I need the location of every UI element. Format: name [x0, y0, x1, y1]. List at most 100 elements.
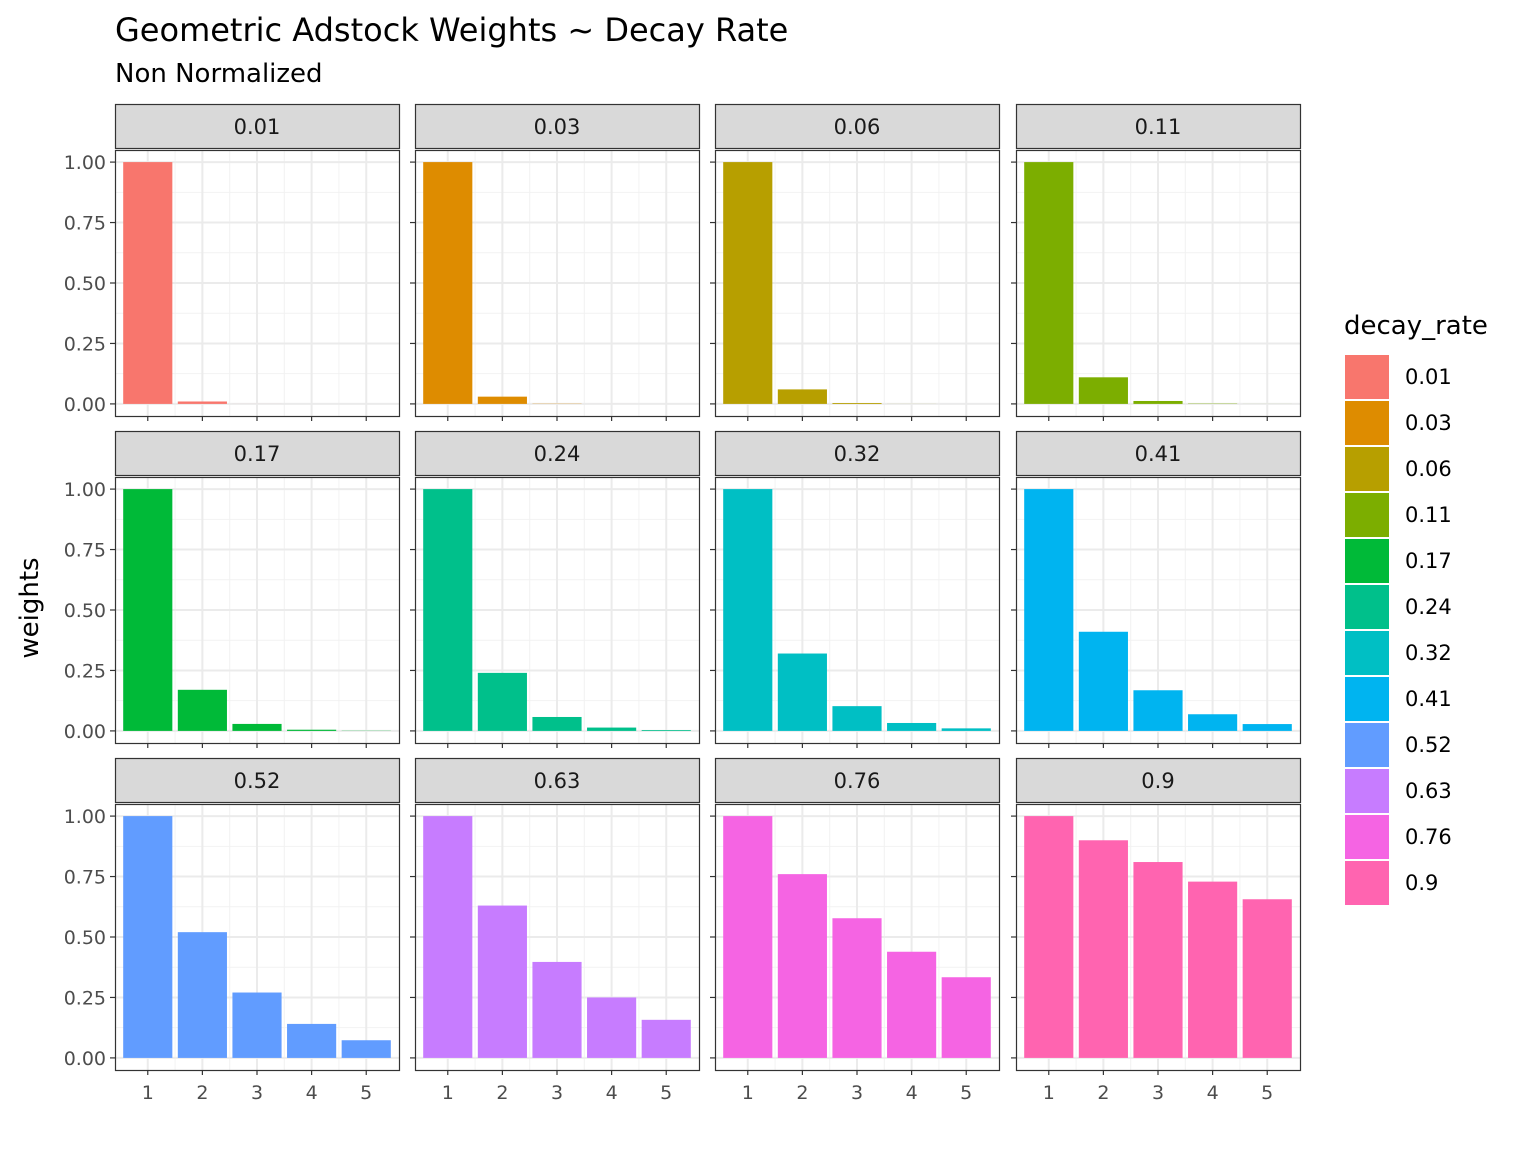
facet-strip-label: 0.17: [234, 442, 281, 466]
facet-panel: 0.76 1 2 3 4 5: [710, 757, 1001, 1104]
legend-key-label: 0.63: [1405, 779, 1452, 803]
bar: [1133, 862, 1183, 1058]
bar: [123, 162, 173, 404]
facet-strip: [114, 103, 401, 150]
bar: [1242, 724, 1292, 731]
bar: [477, 396, 527, 404]
bar: [177, 401, 227, 404]
y-tick-label: 0.25: [64, 987, 106, 1009]
x-tick-label: 5: [660, 1082, 672, 1104]
bar: [1024, 816, 1074, 1058]
y-tick-label: 0.50: [64, 927, 106, 949]
bar: [532, 961, 582, 1058]
bar: [232, 723, 282, 731]
facet-strip-label: 0.63: [534, 769, 581, 793]
legend-key-label: 0.06: [1405, 457, 1452, 481]
y-tick-label: 0.50: [64, 600, 106, 622]
facet-panel: 0.06: [710, 103, 1001, 421]
bar: [423, 489, 473, 731]
legend-key-label: 0.32: [1405, 641, 1452, 665]
x-tick-label: 5: [1261, 1082, 1273, 1104]
chart-subtitle: Non Normalized: [115, 59, 323, 89]
facet-strip: [714, 430, 1001, 477]
bar: [1242, 899, 1292, 1058]
legend-key-label: 0.41: [1405, 687, 1452, 711]
legend-key-label: 0.03: [1405, 411, 1452, 435]
bar: [723, 162, 773, 404]
facet-panel: 0.52 0.00 0.25 0.50 0.75 1.00 1 2 3 4 5: [64, 757, 401, 1104]
facet-strip-label: 0.52: [234, 769, 281, 793]
x-tick-label: 2: [496, 1082, 508, 1104]
bar: [641, 730, 691, 731]
bar: [887, 722, 937, 731]
x-tick-label: 2: [796, 1082, 808, 1104]
facet-strip-label: 0.11: [1135, 115, 1182, 139]
bar: [232, 992, 282, 1058]
facet-panel: 0.63 1 2 3 4 5: [410, 757, 701, 1104]
facet-panel: 0.41: [1011, 430, 1302, 748]
facet-strip-label: 0.76: [834, 769, 881, 793]
facet-strip-label: 0.06: [834, 115, 881, 139]
bar: [177, 932, 227, 1058]
bar: [1188, 881, 1238, 1058]
legend-key-swatch: [1345, 723, 1389, 767]
y-tick-label: 0.00: [64, 394, 106, 416]
legend-key-swatch: [1345, 677, 1389, 721]
facet-strip: [414, 430, 701, 477]
x-tick-label: 2: [196, 1082, 208, 1104]
facet-strip: [1015, 757, 1302, 804]
chart-title: Geometric Adstock Weights ~ Decay Rate: [115, 11, 788, 49]
bar: [587, 997, 637, 1058]
legend-key-label: 0.24: [1405, 595, 1452, 619]
bar: [1133, 400, 1183, 404]
y-tick-label: 1.00: [64, 479, 106, 501]
facet-panel: 0.01 0.00 0.25 0.50 0.75 1.00: [64, 103, 401, 421]
legend-key-swatch: [1345, 401, 1389, 445]
legend-key-swatch: [1345, 539, 1389, 583]
x-tick-label: 1: [142, 1082, 154, 1104]
legend-key-swatch: [1345, 493, 1389, 537]
bar: [532, 716, 582, 731]
legend-key-swatch: [1345, 861, 1389, 905]
bar: [887, 951, 937, 1058]
facet-strip-label: 0.01: [234, 115, 281, 139]
bar: [723, 489, 773, 731]
legend-key-label: 0.52: [1405, 733, 1452, 757]
x-tick-label: 2: [1097, 1082, 1109, 1104]
facet-strip: [114, 430, 401, 477]
legend-key-label: 0.01: [1405, 365, 1452, 389]
bar: [1133, 690, 1183, 731]
bar: [1078, 377, 1128, 404]
facet-panel: 0.32: [710, 430, 1001, 748]
bar: [1024, 489, 1074, 731]
bar: [477, 672, 527, 731]
bar: [832, 706, 882, 731]
bar: [832, 918, 882, 1058]
y-tick-label: 0.00: [64, 1048, 106, 1070]
facet-strip: [414, 103, 701, 150]
legend-key-label: 0.9: [1405, 871, 1438, 895]
bar: [1078, 840, 1128, 1058]
x-tick-label: 3: [551, 1082, 563, 1104]
facet-strip-label: 0.41: [1135, 442, 1182, 466]
x-tick-label: 5: [960, 1082, 972, 1104]
facet-strip-label: 0.03: [534, 115, 581, 139]
bar: [287, 729, 337, 731]
bar: [777, 653, 827, 731]
bar: [1188, 714, 1238, 731]
facet-panel: 0.17 0.00 0.25 0.50 0.75 1.00: [64, 430, 401, 748]
bar: [723, 816, 773, 1058]
x-tick-label: 5: [360, 1082, 372, 1104]
y-tick-label: 0.00: [64, 721, 106, 743]
y-tick-label: 0.25: [64, 660, 106, 682]
bar: [423, 162, 473, 404]
bar: [123, 816, 173, 1058]
y-axis-label: weights: [15, 557, 45, 658]
facet-strip: [1015, 103, 1302, 150]
facet-strip-label: 0.9: [1141, 769, 1174, 793]
x-tick-label: 4: [906, 1082, 918, 1104]
x-tick-label: 1: [442, 1082, 454, 1104]
facet-panel: 0.9 1 2 3 4 5: [1011, 757, 1302, 1104]
facet-panel: 0.03: [410, 103, 701, 421]
